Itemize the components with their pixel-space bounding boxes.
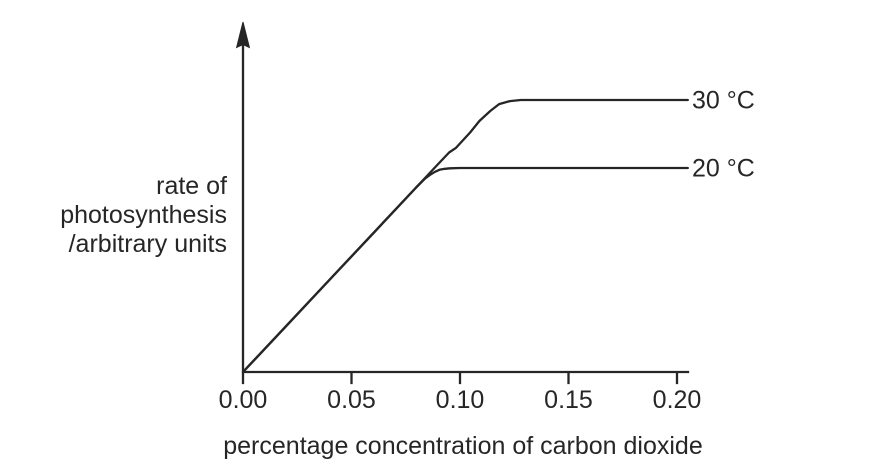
x-tick-label-0.00: 0.00: [218, 386, 268, 414]
x-tick-label-0.10: 0.10: [435, 386, 485, 414]
y-axis-arrowhead-icon: [235, 21, 251, 49]
x-tick-label-0.05: 0.05: [327, 386, 376, 414]
y-axis-label-line-3: /arbitrary units: [68, 230, 227, 258]
curve-20C: [241, 166, 689, 374]
data-curves: [241, 98, 689, 374]
x-tick-label-0.15: 0.15: [544, 386, 593, 414]
x-axis-title: percentage concentration of carbon dioxi…: [223, 432, 703, 460]
y-axis-label: rate of photosynthesis /arbitrary units: [37, 172, 227, 259]
y-axis-label-line-2: photosynthesis: [60, 201, 227, 229]
curve-30C: [241, 98, 689, 374]
axes: [235, 21, 690, 385]
series-label-20c: 20 °C: [692, 154, 755, 183]
x-tick-label-0.20: 0.20: [652, 386, 702, 414]
y-axis-label-line-1: rate of: [156, 172, 227, 200]
series-label-30c: 30 °C: [692, 86, 755, 115]
